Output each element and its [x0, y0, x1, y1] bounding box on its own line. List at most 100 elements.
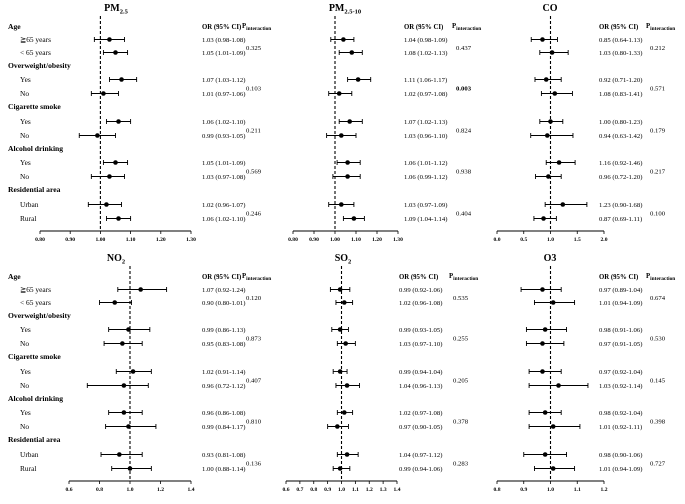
or-ci-value: 0.97 (0.90-1.05)	[399, 424, 442, 431]
p-interaction-value: 0.212	[650, 45, 665, 52]
p-header-main: P	[646, 23, 650, 30]
row-category-label: Cigarette smoke	[8, 352, 61, 361]
or-ci-value: 1.05 (1.01-1.09)	[202, 50, 245, 57]
panel-title-main: O3	[544, 253, 557, 264]
x-tick-label: 1.1	[574, 487, 581, 493]
p-header-main: P	[646, 273, 650, 280]
or-point	[544, 133, 550, 138]
row-subgroup-label: No	[20, 89, 29, 98]
x-tick-label: 0.80	[288, 237, 298, 243]
forest-panel-2: PM2.5-10 OR (95% CI) Pinteraction 0.80 0.90 1…	[288, 3, 481, 243]
or-point	[130, 369, 136, 374]
p-interaction-value: 0.437	[456, 45, 472, 52]
or-point	[117, 452, 122, 457]
or-ci-value: 0.99 (0.93-1.05)	[202, 133, 245, 140]
or-ci-value: 0.85 (0.64-1.13)	[599, 37, 642, 44]
x-tick-label: 2.0	[601, 237, 608, 243]
p-interaction-value: 0.407	[246, 378, 262, 385]
p-interaction-value: 0.378	[453, 419, 469, 426]
or-point	[113, 160, 118, 165]
p-header-main: P	[242, 23, 246, 30]
x-tick-label: 1.30	[393, 237, 403, 243]
row-category-label: Overweight/obesity	[8, 311, 71, 320]
or-ci-value: 1.05 (1.01-1.09)	[202, 160, 245, 167]
or-point	[542, 452, 548, 457]
forest-panel-4: NO2 Age ≧65 years < 65 years Overweight/obes…	[8, 253, 271, 493]
or-point	[341, 37, 346, 42]
or-point	[548, 119, 553, 124]
row-category-label: Cigarette smoke	[8, 102, 61, 111]
or-point	[540, 37, 545, 42]
x-tick-label: 0.8	[494, 487, 501, 493]
or-ci-value: 0.99 (0.92-1.06)	[399, 287, 442, 294]
p-header-subscript: interaction	[456, 26, 481, 32]
or-point	[95, 133, 100, 138]
or-point	[355, 77, 361, 82]
x-tick-label: 0.5	[520, 237, 527, 243]
x-tick-label: 0.8	[96, 487, 103, 493]
panel-title-subscript: 2.5	[120, 9, 129, 16]
or-ci-value: 0.99 (0.86-1.13)	[202, 327, 245, 334]
or-ci-value: 1.02 (0.96-1.07)	[202, 202, 245, 209]
row-subgroup-label: ≧65 years	[20, 35, 51, 44]
p-interaction-value: 0.145	[650, 378, 666, 385]
or-ci-value: 1.06 (1.01-1.12)	[404, 160, 447, 167]
row-subgroup-label: Urban	[20, 200, 39, 209]
or-ci-value: 1.16 (0.92-1.46)	[599, 160, 642, 167]
x-tick-label: 0.9	[324, 487, 331, 493]
panel-title: SO2	[335, 253, 352, 266]
or-point	[349, 50, 355, 55]
x-tick-label: 1.0	[547, 487, 554, 493]
or-ci-value: 1.03 (0.98-1.08)	[202, 37, 245, 44]
p-interaction-value: 0.727	[650, 461, 666, 468]
row-subgroup-label: No	[20, 172, 29, 181]
or-point	[556, 160, 562, 165]
or-ci-value: 1.07 (1.02-1.13)	[404, 119, 447, 126]
row-subgroup-label: ≧65 years	[20, 285, 51, 294]
p-interaction-value: 0.938	[456, 169, 472, 176]
row-category-label: Alcohol drinking	[8, 394, 63, 403]
x-tick-label: 1.2	[601, 487, 608, 493]
p-header-subscript: interaction	[650, 276, 675, 282]
or-point	[351, 216, 357, 221]
panel-title-main: PM	[329, 3, 345, 14]
or-point	[126, 327, 131, 332]
p-interaction-value: 0.535	[453, 295, 469, 302]
p-interaction-value: 0.120	[246, 295, 262, 302]
or-ci-value: 1.06 (1.02-1.10)	[202, 216, 245, 223]
p-interaction-value: 0.571	[650, 86, 665, 93]
or-ci-value: 0.97 (0.91-1.05)	[599, 341, 642, 348]
p-interaction-value: 0.530	[650, 336, 666, 343]
p-header-main: P	[449, 273, 453, 280]
x-tick-label: 1.2	[366, 487, 373, 493]
or-point	[560, 202, 566, 207]
or-point	[127, 466, 133, 471]
row-category-label: Alcohol drinking	[8, 144, 63, 153]
or-ci-value: 1.08 (1.02-1.13)	[404, 50, 447, 57]
or-ci-value: 1.06 (0.99-1.12)	[404, 174, 447, 181]
or-point	[337, 466, 343, 471]
x-tick-label: 1.30	[186, 237, 196, 243]
or-point	[556, 383, 561, 388]
or-point	[337, 287, 343, 292]
or-ci-value: 1.11 (1.06-1.17)	[404, 77, 447, 84]
or-point	[344, 452, 350, 457]
x-tick-label: 0.80	[35, 237, 45, 243]
row-category-label: Age	[8, 272, 21, 281]
panel-title-main: PM	[104, 3, 120, 14]
or-ci-value: 1.03 (0.97-1.08)	[202, 174, 245, 181]
p-header-subscript: interaction	[453, 276, 478, 282]
row-subgroup-label: No	[20, 339, 29, 348]
panel-title-main: SO	[335, 253, 349, 264]
p-interaction-value: 0.404	[456, 211, 472, 218]
or-point	[552, 91, 558, 96]
or-ci-value: 0.99 (0.84-1.17)	[202, 424, 245, 431]
or-point	[337, 327, 343, 332]
or-point	[112, 300, 118, 305]
x-tick-label: 0.8	[310, 487, 317, 493]
row-category-label: Residential area	[8, 435, 61, 444]
p-interaction-value: 0.103	[246, 86, 262, 93]
or-point	[120, 341, 125, 346]
or-point	[540, 369, 545, 374]
